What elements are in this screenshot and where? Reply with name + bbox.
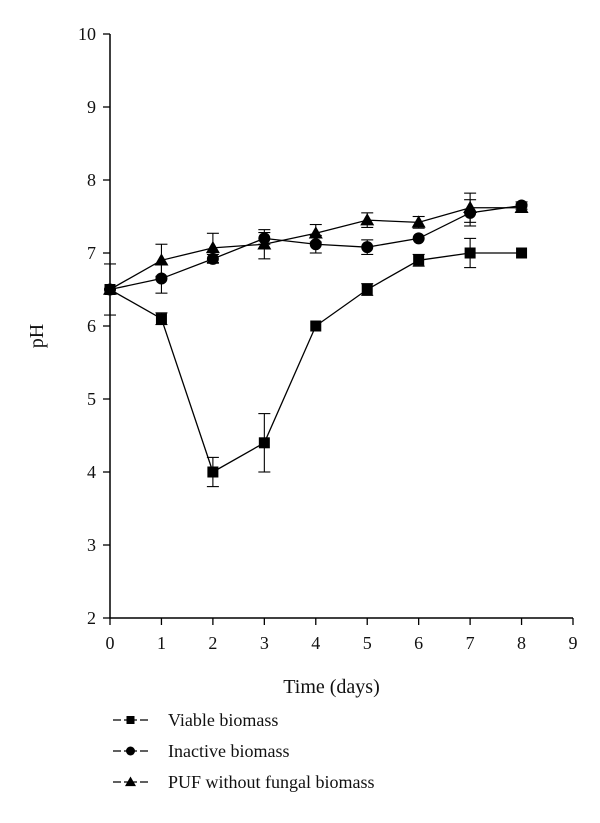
legend-item: Inactive biomass	[113, 741, 289, 761]
data-point	[154, 253, 169, 266]
axes	[109, 34, 573, 619]
legend-gap	[137, 718, 140, 722]
x-tick-label: 6	[414, 633, 423, 653]
legend-label: Inactive biomass	[168, 741, 289, 761]
data-point	[155, 272, 168, 285]
y-tick-label: 5	[87, 389, 96, 409]
ticks: 0 1 2 3 4 5 6 7 8 9 2 3 4 5 6 7 8 9 10	[78, 24, 578, 653]
data-point	[258, 437, 270, 449]
data-point	[514, 200, 529, 213]
series-layer	[103, 192, 529, 488]
legend-gap	[137, 780, 140, 784]
data-point	[412, 232, 425, 245]
data-point	[308, 226, 323, 239]
legend-label: Viable biomass	[168, 710, 278, 730]
x-tick-label: 4	[311, 633, 320, 653]
y-tick-label: 3	[87, 535, 96, 555]
legend-gap	[121, 780, 124, 784]
y-tick-label: 4	[87, 462, 96, 482]
y-tick-label: 6	[87, 316, 96, 336]
data-point	[516, 247, 528, 259]
y-tick-label: 9	[87, 97, 96, 117]
legend-item: Viable biomass	[113, 710, 278, 730]
y-axis-title: pH	[26, 324, 48, 348]
legend: Viable biomass Inactive biomass PUF withou…	[113, 710, 375, 792]
data-point	[464, 247, 476, 259]
data-point	[411, 215, 426, 228]
data-point	[309, 238, 322, 251]
x-tick-label: 9	[569, 633, 578, 653]
x-tick-label: 0	[106, 633, 115, 653]
data-point	[205, 240, 220, 254]
y-tick-label: 10	[78, 24, 96, 44]
legend-marker	[126, 746, 135, 756]
legend-gap	[137, 749, 140, 753]
x-tick-label: 1	[157, 633, 166, 653]
legend-label: PUF without fungal biomass	[168, 772, 375, 792]
data-point	[361, 241, 374, 254]
legend-item: PUF without fungal biomass	[113, 772, 375, 792]
data-point	[310, 320, 322, 332]
y-tick-label: 7	[87, 243, 96, 263]
y-tick-label: 8	[87, 170, 96, 190]
x-tick-label: 2	[208, 633, 217, 653]
series-square	[104, 237, 528, 488]
legend-marker	[126, 716, 135, 724]
x-tick-label: 3	[260, 633, 269, 653]
data-point	[413, 254, 425, 266]
x-tick-label: 8	[517, 633, 526, 653]
x-tick-label: 7	[466, 633, 475, 653]
series-line	[109, 252, 522, 473]
x-axis-title: Time (days)	[283, 676, 379, 698]
data-point	[207, 466, 219, 478]
data-point	[155, 313, 167, 325]
legend-gap	[121, 718, 124, 722]
data-point	[103, 282, 117, 295]
y-tick-label: 2	[87, 608, 96, 628]
series-triangle	[103, 192, 529, 295]
data-point	[361, 284, 373, 295]
series-circle	[104, 199, 528, 296]
legend-marker	[125, 776, 136, 787]
legend-gap	[121, 749, 124, 753]
data-point	[257, 237, 272, 250]
data-point	[463, 200, 478, 213]
x-tick-label: 5	[363, 633, 372, 653]
data-point	[360, 213, 375, 226]
